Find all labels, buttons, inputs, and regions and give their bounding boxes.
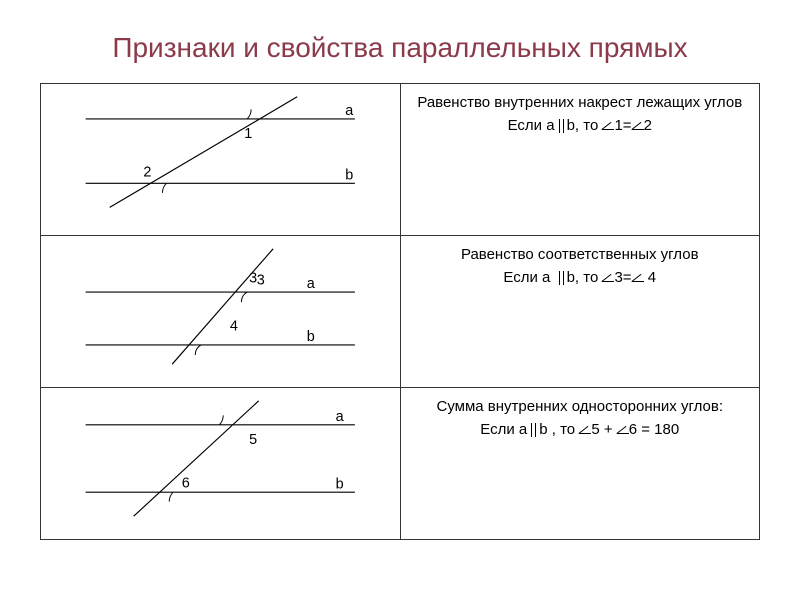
angle-icon bbox=[602, 120, 614, 130]
svg-text:5: 5 bbox=[249, 432, 257, 448]
table-row: a b 5 6 Сумма внутренних односторонних угло… bbox=[41, 388, 760, 540]
row3-formula: Если ab , то 5 + 6 = 180 bbox=[411, 421, 750, 438]
row1-heading: Равенство внутренних накрест лежащих угл… bbox=[411, 94, 750, 111]
svg-text:b: b bbox=[336, 476, 344, 492]
diagram-2: ab343 bbox=[51, 244, 390, 369]
svg-text:a: a bbox=[345, 103, 354, 119]
svg-text:6: 6 bbox=[182, 475, 190, 491]
diagram-cell-3: a b 5 6 bbox=[41, 388, 401, 540]
row2-formula: Если a b, то 3= 4 bbox=[411, 269, 750, 286]
svg-text:2: 2 bbox=[143, 165, 151, 181]
text-cell-3: Сумма внутренних односторонних углов: Ес… bbox=[400, 388, 760, 540]
svg-text:b: b bbox=[307, 329, 315, 345]
svg-text:4: 4 bbox=[230, 319, 238, 335]
angle-icon bbox=[617, 424, 629, 434]
diagram-1: a b 1 2 bbox=[51, 92, 390, 217]
row1-formula: Если ab, то 1=2 bbox=[411, 117, 750, 134]
svg-text:3: 3 bbox=[257, 272, 265, 288]
parallel-icon bbox=[529, 423, 537, 437]
properties-table: a b 1 2 Равенство внутренних накрест лежащи… bbox=[40, 83, 760, 540]
text-cell-2: Равенство соответственных углов Если a b… bbox=[400, 236, 760, 388]
diagram-cell-1: a b 1 2 bbox=[41, 84, 401, 236]
page-title: Признаки и свойства параллельных прямых bbox=[40, 30, 760, 65]
svg-text:a: a bbox=[307, 276, 316, 292]
table-row: a b 1 2 Равенство внутренних накрест лежащи… bbox=[41, 84, 760, 236]
diagram-3: a b 5 6 bbox=[51, 396, 390, 521]
parallel-icon bbox=[557, 119, 565, 133]
angle-icon bbox=[602, 272, 614, 282]
table-row: ab343 Равенство соответственных углов Ес… bbox=[41, 236, 760, 388]
text-cell-1: Равенство внутренних накрест лежащих угл… bbox=[400, 84, 760, 236]
svg-text:1: 1 bbox=[244, 126, 252, 142]
diagram-cell-2: ab343 bbox=[41, 236, 401, 388]
angle-icon bbox=[632, 120, 644, 130]
svg-text:a: a bbox=[336, 409, 345, 425]
svg-text:b: b bbox=[345, 168, 353, 184]
row2-heading: Равенство соответственных углов bbox=[411, 246, 750, 263]
row3-heading: Сумма внутренних односторонних углов: bbox=[411, 398, 750, 415]
angle-icon bbox=[579, 424, 591, 434]
angle-icon bbox=[632, 272, 644, 282]
parallel-icon bbox=[557, 271, 565, 285]
